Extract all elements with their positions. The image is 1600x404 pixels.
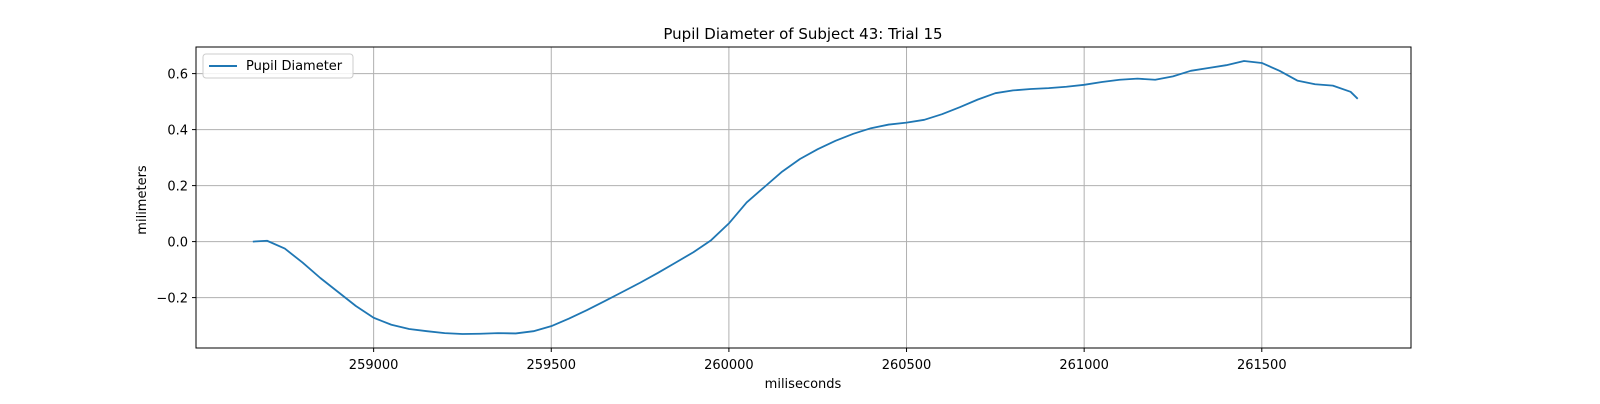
y-tick-label: 0.0	[167, 236, 188, 251]
x-tick-label: 261500	[1237, 358, 1287, 373]
legend: Pupil Diameter	[202, 53, 354, 79]
plot-area	[252, 60, 1359, 335]
x-axis: 259000 259500 260000 260500 261000 261500	[349, 348, 1287, 373]
x-tick-label: 260000	[704, 358, 754, 373]
series-line-pupil-diameter	[252, 60, 1359, 335]
x-axis-label: miliseconds	[765, 377, 842, 392]
y-tick-label: 0.6	[167, 68, 188, 83]
chart-title: Pupil Diameter of Subject 43: Trial 15	[663, 25, 942, 43]
x-tick-label: 259000	[349, 358, 399, 373]
legend-frame	[202, 53, 354, 79]
x-tick-label: 260500	[882, 358, 932, 373]
legend-entry-label: Pupil Diameter	[246, 59, 343, 74]
y-tick-label: 0.4	[167, 124, 188, 139]
y-tick-label: 0.2	[167, 180, 188, 195]
axes-frame	[195, 46, 1412, 349]
x-tick-label: 259500	[526, 358, 576, 373]
y-axis-label: milimeters	[135, 165, 150, 235]
y-tick-label: −0.2	[156, 292, 188, 307]
x-tick-label: 261000	[1059, 358, 1109, 373]
y-axis: −0.2 0.0 0.2 0.4 0.6	[156, 68, 196, 307]
grid-lines	[196, 47, 1411, 348]
